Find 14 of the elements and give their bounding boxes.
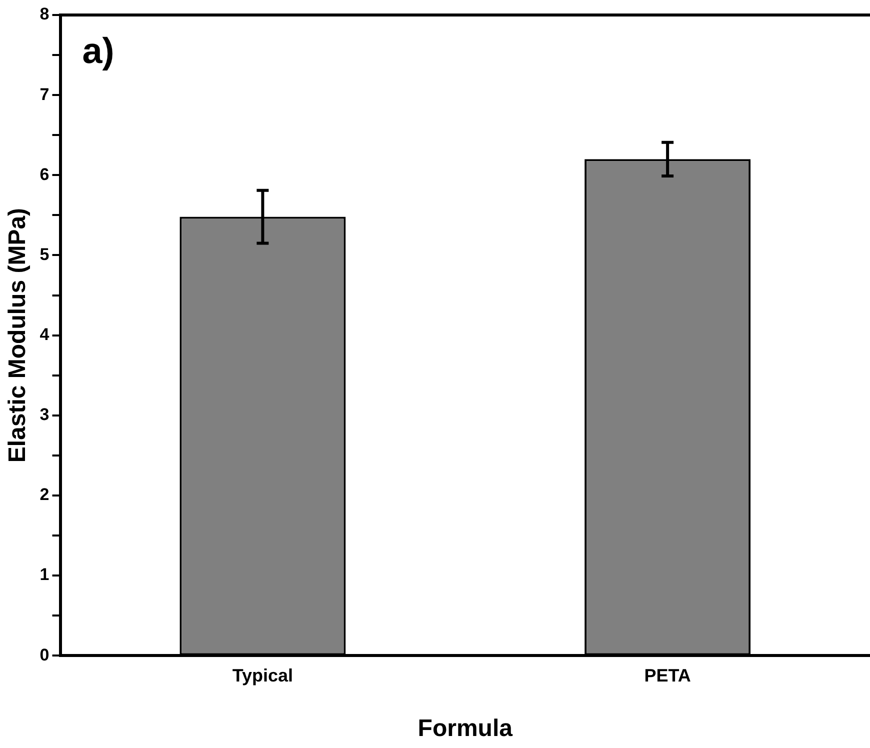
y-tick-label: 0 (40, 645, 50, 664)
x-tick-label: Typical (232, 665, 294, 686)
y-tick-label: 3 (40, 405, 50, 424)
y-tick-label: 6 (40, 164, 50, 184)
y-tick-label: 1 (40, 565, 50, 584)
annotation: a) (82, 30, 114, 71)
y-axis-title: Elastic Modulus (MPa) (4, 208, 32, 463)
y-tick-label: 8 (40, 4, 50, 24)
y-tick-label: 4 (40, 324, 50, 344)
x-tick-label: PETA (644, 665, 691, 686)
y-tick-label: 2 (40, 485, 50, 504)
x-axis-title: Formula (418, 715, 514, 742)
y-tick-label: 7 (40, 84, 50, 104)
y-tick-label: 5 (40, 244, 50, 264)
